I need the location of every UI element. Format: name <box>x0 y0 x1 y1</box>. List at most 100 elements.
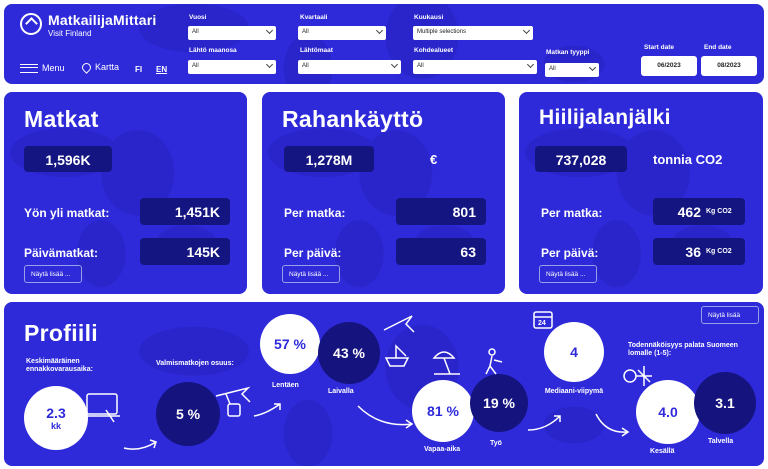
day-trips-value: 145K <box>140 238 230 265</box>
overnight-trips-label: Yön yli matkat: <box>24 206 110 220</box>
show-more-button[interactable]: Näytä lisää ... <box>282 265 340 283</box>
per-trip-label: Per matka: <box>284 206 346 220</box>
flight-label: Lentäen <box>272 382 299 389</box>
per-day-value: 63 <box>396 238 486 265</box>
filter-matkan-tyyppi-select[interactable]: All <box>545 63 599 77</box>
filter-matkan-tyyppi-value: All <box>549 66 556 72</box>
show-more-button[interactable]: Näytä lisää ... <box>24 265 82 283</box>
work-share-value: 19 % <box>470 374 528 432</box>
matkailijamittari-logo-icon <box>20 13 42 35</box>
per-trip-unit: Kg CO2 <box>706 208 732 215</box>
booking-time-label: Keskimääräinen ennakkovarausaika: <box>26 358 93 373</box>
booking-time-circle: 2.3 kk <box>24 386 88 450</box>
summer-label: Kesällä <box>650 448 675 455</box>
arrow-icon <box>123 439 157 450</box>
leisure-label: Vapaa-aika <box>424 446 461 453</box>
trips-total-value: 1,596K <box>24 146 112 172</box>
hamburger-icon <box>20 63 38 73</box>
filter-lahtomaanosa-select[interactable]: All <box>188 60 276 74</box>
card-hiilijalanjalki: Hiilijalanjälki 737,028 tonnia CO2 Per m… <box>519 92 763 294</box>
per-day-label: Per päivä: <box>284 246 342 260</box>
filter-vuosi-value: All <box>192 29 199 35</box>
filter-lahtomaat-select[interactable]: All <box>298 60 401 74</box>
lang-en-link[interactable]: EN <box>156 65 168 74</box>
winter-return-value: 3.1 <box>694 372 756 434</box>
carbon-unit: tonnia CO2 <box>653 152 723 167</box>
chevron-down-icon <box>522 26 531 35</box>
card-profiili: Profiili Näytä lisää Keskimääräinen enna… <box>4 302 764 466</box>
map-link[interactable]: Kartta <box>80 60 120 74</box>
show-more-button[interactable]: Näytä lisää ... <box>539 265 597 283</box>
filter-kohdealueet-value: All <box>417 63 424 69</box>
menu-label: Menu <box>42 63 65 73</box>
filter-kuukausi-value: Multiple selections <box>417 29 467 35</box>
summer-return-value: 4.0 <box>636 380 700 444</box>
work-label: Työ <box>490 440 502 447</box>
laptop-click-icon <box>84 393 120 423</box>
card-rahankaytto: Rahankäyttö 1,278M € Per matka: 801 Per … <box>262 92 505 294</box>
booking-time-value: 2.3 <box>46 405 66 421</box>
card-title: Profiili <box>24 320 98 346</box>
filter-kvartaali-select[interactable]: All <box>298 26 386 40</box>
filter-label-kuukausi: Kuukausi <box>414 14 444 21</box>
filter-label-kvartaali: Kvartaali <box>300 14 328 21</box>
map-pin-icon <box>80 60 93 74</box>
booking-time-unit: kk <box>50 421 61 431</box>
calendar-icon <box>533 311 553 329</box>
card-title: Rahankäyttö <box>282 106 424 132</box>
lang-fi-link[interactable]: FI <box>135 65 143 74</box>
arrow-icon <box>527 415 561 431</box>
spending-total-value: 1,278M <box>284 146 374 172</box>
card-title: Matkat <box>24 106 99 132</box>
filter-label-lahtomaat: Lähtömaat <box>300 47 333 54</box>
brand-subtitle: Visit Finland <box>48 29 92 38</box>
brand-name: MatkailijaMittari <box>48 12 157 28</box>
show-more-button[interactable]: Näytä lisää <box>701 306 759 324</box>
day-trips-label: Päivämatkat: <box>24 246 99 260</box>
chevron-down-icon <box>375 26 384 35</box>
calendar-day-number: 24 <box>538 320 546 327</box>
start-date-input[interactable]: 06/2023 <box>641 56 697 76</box>
card-title: Hiilijalanjälki <box>539 106 671 129</box>
per-day-value: 36 <box>653 238 745 265</box>
per-day-unit: Kg CO2 <box>706 248 732 255</box>
package-share-label: Valmismatkojen osuus: <box>156 360 234 367</box>
end-date-input[interactable]: 08/2023 <box>701 56 757 76</box>
airplane-luggage-icon <box>215 386 251 417</box>
filter-kvartaali-value: All <box>302 29 309 35</box>
chevron-down-icon <box>588 63 597 72</box>
filter-label-kohdealueet: Kohdealueet <box>414 47 454 54</box>
arrow-icon <box>595 413 630 437</box>
sun-snowflake-icon <box>623 366 652 386</box>
filter-kohdealueet-select[interactable]: All <box>413 60 537 74</box>
per-trip-value: 801 <box>396 198 486 225</box>
carbon-total-value: 737,028 <box>535 146 627 172</box>
chevron-down-icon <box>265 60 274 69</box>
menu-button[interactable]: Menu <box>20 63 65 73</box>
card-matkat: Matkat 1,596K Yön yli matkat: 1,451K Päi… <box>4 92 247 294</box>
arrow-icon <box>253 403 281 417</box>
leisure-share-value: 81 % <box>412 380 474 442</box>
ship-share-value: 43 % <box>318 322 380 384</box>
plane-ship-icon <box>383 315 415 367</box>
per-day-label: Per päivä: <box>541 246 599 260</box>
ship-label: Laivalla <box>328 388 354 395</box>
median-stay-value: 4 <box>544 322 604 382</box>
median-stay-label: Mediaani-viipymä <box>544 388 604 395</box>
filter-label-matkan-tyyppi: Matkan tyyppi <box>546 49 590 56</box>
end-date-label: End date <box>704 44 732 51</box>
filter-lahtomaanosa-value: All <box>192 63 199 69</box>
package-share-value: 5 % <box>156 382 220 446</box>
filter-vuosi-select[interactable]: All <box>188 26 276 40</box>
start-date-label: Start date <box>644 44 674 51</box>
filter-lahtomaat-value: All <box>302 63 309 69</box>
chevron-down-icon <box>526 60 535 69</box>
per-trip-label: Per matka: <box>541 206 603 220</box>
chevron-down-icon <box>265 26 274 35</box>
currency-unit: € <box>430 152 438 167</box>
filter-label-lahtomaanosa: Lähtö maanosa <box>189 47 237 54</box>
header-bar: MatkailijaMittari Visit Finland Menu Kar… <box>4 4 764 84</box>
filter-kuukausi-select[interactable]: Multiple selections <box>413 26 533 40</box>
overnight-trips-value: 1,451K <box>140 198 230 225</box>
map-label: Kartta <box>95 62 120 72</box>
